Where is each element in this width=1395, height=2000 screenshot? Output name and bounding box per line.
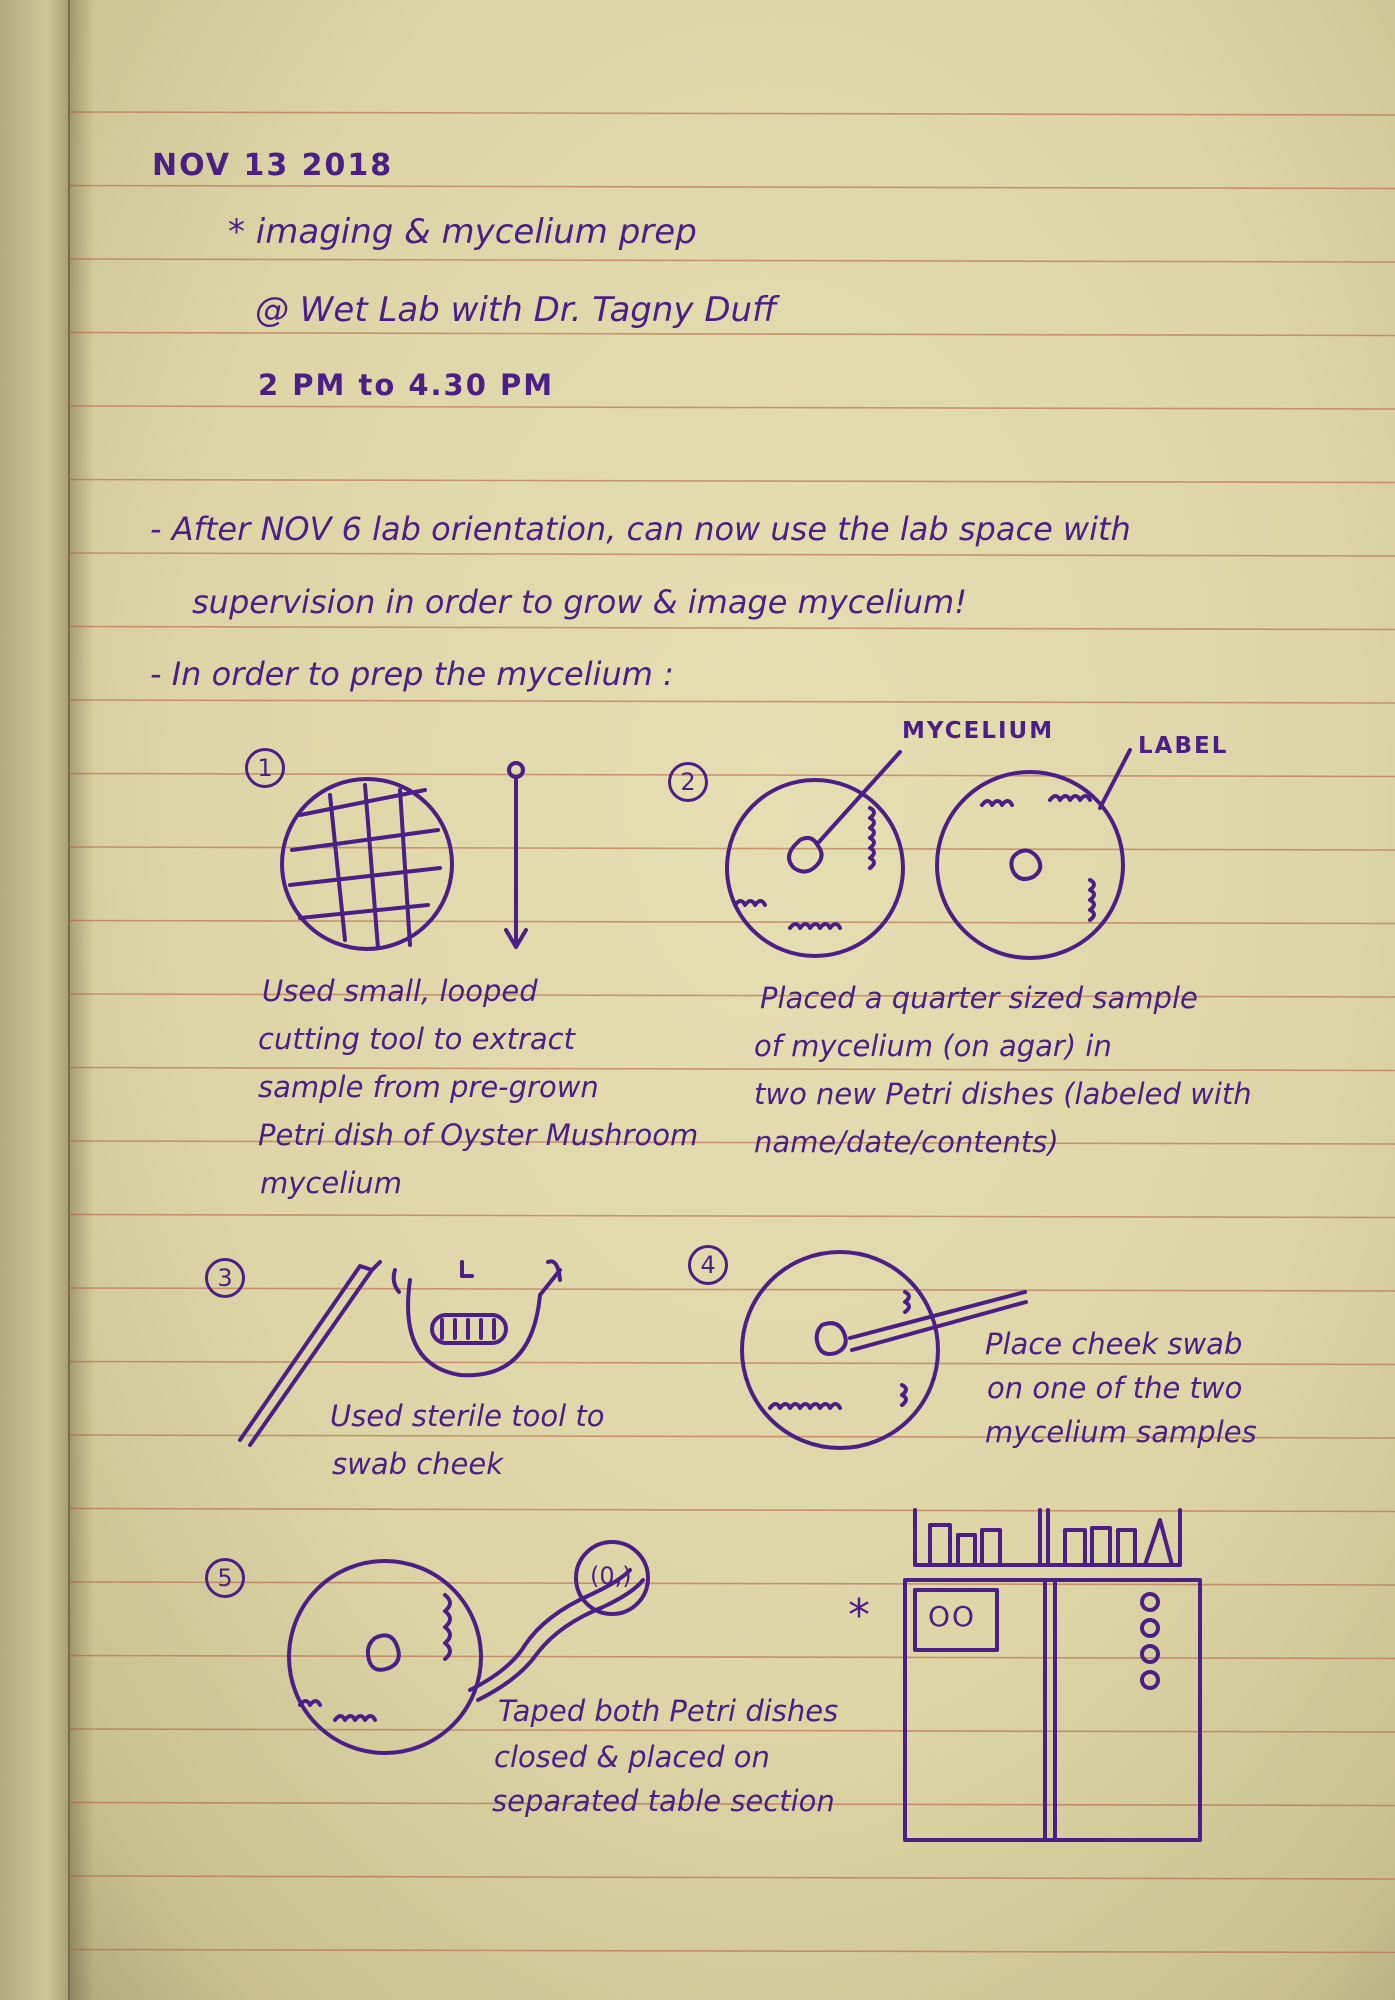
ruled-line (69, 1287, 1395, 1292)
intro-line-1: - After NOV 6 lab orientation, can now u… (150, 510, 1131, 548)
ruled-line (69, 1066, 1395, 1072)
ruled-line (69, 1728, 1395, 1733)
step-1-number: 1 (245, 748, 285, 788)
caption-line: cutting tool to extract (258, 1022, 575, 1056)
caption-line: sample from pre-grown (258, 1070, 599, 1104)
ruled-line (69, 699, 1395, 704)
caption-line: Placed a quarter sized sample (760, 981, 1198, 1015)
incubator-panel-label: OO (928, 1600, 977, 1633)
mycelium-label: MYCELIUM (902, 718, 1055, 744)
ruled-line (69, 184, 1395, 190)
ruled-line (69, 331, 1395, 337)
caption-line: Petri dish of Oyster Mushroom (258, 1118, 699, 1152)
caption-line: closed & placed on (494, 1740, 770, 1774)
ruled-line (69, 993, 1395, 998)
ruled-line (69, 1507, 1395, 1513)
ruled-line (69, 1360, 1395, 1366)
ruled-line (69, 919, 1395, 925)
entry-location: @ Wet Lab with Dr. Tagny Duff (255, 290, 777, 330)
caption-line: mycelium samples (985, 1415, 1257, 1449)
intro-line-3: - In order to prep the mycelium : (150, 655, 674, 693)
ruled-line (69, 1140, 1395, 1145)
ruled-line (69, 258, 1395, 263)
incubator-sketch (903, 1508, 1202, 1842)
ruled-line (69, 1581, 1395, 1586)
caption-line: of mycelium (on agar) in (754, 1029, 1112, 1063)
caption-line: Used small, looped (262, 974, 538, 1008)
entry-date: NOV 13 2018 (152, 148, 394, 183)
step4-dish-with-swab-sketch (740, 1250, 1028, 1450)
tape-roll-label: (0,) (590, 1562, 632, 1590)
step-2-number: 2 (668, 762, 708, 802)
caption-line: swab cheek (332, 1447, 504, 1481)
ruled-line (69, 625, 1395, 631)
previous-page-edge (0, 0, 70, 2000)
ruled-line (69, 405, 1395, 410)
ruled-line (69, 1213, 1395, 1219)
entry-title: * imaging & mycelium prep (228, 212, 697, 252)
entry-time: 2 PM to 4.30 PM (258, 368, 555, 402)
caption-line: mycelium (260, 1166, 402, 1200)
step-4-number: 4 (688, 1245, 728, 1285)
ruled-line (69, 552, 1395, 557)
step5-taped-dish-sketch (287, 1540, 650, 1755)
caption-line: separated table section (492, 1784, 835, 1818)
ruled-line (69, 478, 1395, 484)
caption-line: Taped both Petri dishes (498, 1694, 839, 1728)
step2-dish-with-mycelium-sketch (725, 750, 905, 958)
caption-line: Place cheek swab (985, 1327, 1243, 1361)
ruled-line (69, 772, 1395, 778)
step2-labeled-dish-sketch (935, 748, 1132, 960)
caption-line: on one of the two (987, 1371, 1243, 1405)
step3-face-swab-sketch (238, 1259, 562, 1447)
step1-petri-dish-sketch (280, 777, 454, 951)
ruled-line (69, 1434, 1395, 1439)
label-label: LABEL (1138, 733, 1229, 759)
incubator-marker: * (848, 1590, 870, 1641)
caption-line: two new Petri dishes (labeled with (754, 1077, 1252, 1111)
ruled-line (69, 846, 1395, 851)
step-3-number: 3 (205, 1258, 245, 1298)
ruled-line (69, 1801, 1395, 1807)
caption-line: Used sterile tool to (330, 1399, 605, 1433)
ruled-line (69, 1948, 1395, 1954)
ruled-line (69, 111, 1395, 116)
intro-line-2: supervision in order to grow & image myc… (192, 583, 968, 621)
step1-probe-tool-sketch (504, 761, 528, 949)
ruled-line (69, 1875, 1395, 1880)
caption-line: name/date/contents) (754, 1125, 1059, 1159)
step-5-number: 5 (205, 1558, 245, 1598)
